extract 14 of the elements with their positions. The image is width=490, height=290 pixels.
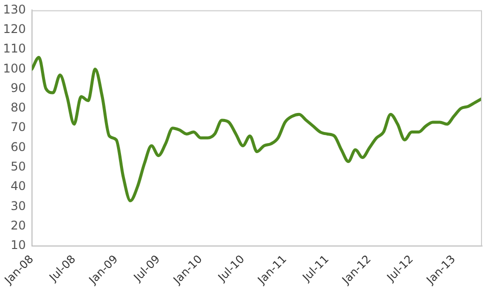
y-tick-label: 60 bbox=[10, 140, 26, 154]
y-tick-label: 110 bbox=[3, 42, 26, 56]
y-tick-label: 80 bbox=[10, 100, 26, 115]
y-tick-label: 30 bbox=[10, 198, 26, 213]
y-tick-label: 120 bbox=[3, 22, 26, 36]
y-tick-label: 50 bbox=[10, 160, 26, 174]
line-series bbox=[32, 56, 482, 202]
y-tick-label: 70 bbox=[10, 120, 26, 134]
y-tick-label: 100 bbox=[3, 61, 26, 76]
y-tick-label: 20 bbox=[10, 218, 26, 232]
y-tick-label: 10 bbox=[10, 238, 26, 252]
y-tick-label: 90 bbox=[10, 80, 26, 95]
y-tick-label: 40 bbox=[10, 179, 26, 194]
y-tick-label: 130 bbox=[3, 2, 26, 16]
